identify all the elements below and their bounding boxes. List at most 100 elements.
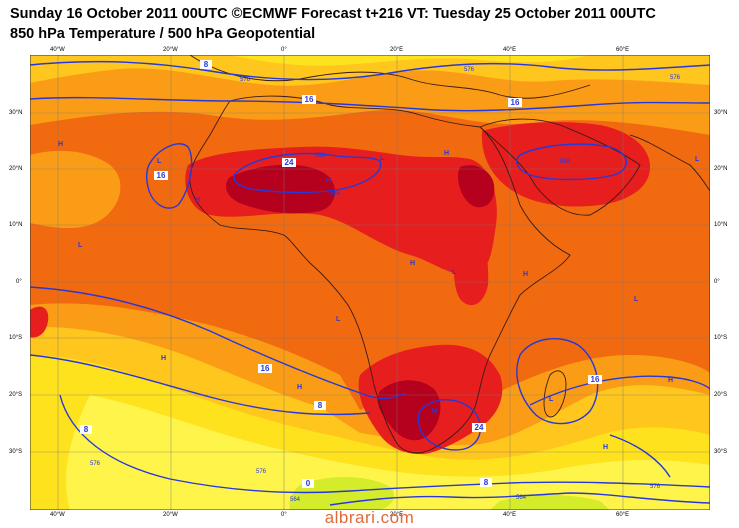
contour-576-north (30, 60, 710, 81)
high-centre-5: H (410, 260, 415, 267)
low-centre-8: L (380, 155, 385, 162)
high-centre-3: H (326, 177, 331, 184)
lon-top-40e: 40°E (503, 47, 517, 53)
contour-564-south (329, 492, 710, 506)
temp-label-10: 24 (475, 423, 484, 432)
temp-band-south-coldgreen-2 (490, 495, 610, 510)
temp-band-sahara-veryhot (225, 164, 335, 214)
lat-right-0: 0° (714, 279, 720, 285)
coast-madagascar (543, 370, 567, 418)
lon-bottom-20e: 20°E (390, 512, 404, 518)
high-centre-4: H (444, 150, 449, 157)
temp-band-south-cold (66, 395, 710, 510)
contour-24-sahara (232, 152, 382, 194)
low-centre-5: L (634, 296, 639, 303)
lon-top-60e: 60°E (616, 47, 630, 53)
lat-right-10n: 10°N (714, 222, 728, 228)
contour-16-east (529, 375, 710, 406)
temp-band-westcoast-hot (30, 306, 49, 338)
lon-bottom-0: 0° (281, 512, 287, 518)
geo-label-5: 588 (330, 191, 341, 197)
pressure-centre-layer: H H H H H H H H H H H L L L L L L L L (58, 141, 700, 451)
temp-band-eastafrica-hot (454, 205, 489, 306)
temp-band-sudan-veryhot (457, 165, 495, 208)
lon-top-40w: 40°W (50, 47, 65, 53)
temp-label-5: 16 (157, 171, 166, 180)
graticule (30, 55, 710, 510)
geo-label-10: 564 (290, 497, 301, 503)
low-centre-2: L (78, 242, 83, 249)
coast-europe (189, 55, 591, 99)
temp-label-9: 16 (591, 375, 600, 384)
lat-left-0: 0° (16, 279, 22, 285)
geo-label-2: 576 (464, 67, 475, 73)
temp-band-arabia-hot (481, 122, 650, 207)
contour-madagascar-ring (516, 338, 599, 425)
temp-label-4: 24 (285, 158, 294, 167)
high-centre-7: H (161, 355, 166, 362)
low-centre-3: L (452, 269, 457, 276)
map-title-line2: 850 hPa Temperature / 500 hPa Geopotenti… (10, 26, 316, 42)
lon-top-20w: 20°W (163, 47, 178, 53)
geo-label-3: 576 (670, 75, 681, 81)
temp-label-1: 8 (204, 60, 209, 69)
lon-bottom-60e: 60°E (616, 512, 630, 518)
temp-label-2: 16 (305, 95, 314, 104)
temp-label-3: 16 (511, 98, 520, 107)
coast-india (629, 134, 710, 192)
lat-left-20n: 20°N (9, 166, 23, 172)
geo-label-11: 564 (516, 495, 527, 501)
lat-right-10s: 10°S (714, 335, 728, 341)
temp-band-atlantic-mild (30, 150, 121, 229)
geo-label-1: 576 (240, 77, 251, 83)
lat-left-30s: 30°S (9, 449, 23, 455)
contour-south-africa-cell (417, 399, 482, 451)
lon-bottom-40e: 40°E (503, 512, 517, 518)
lat-left-10n: 10°N (9, 222, 23, 228)
coast-africa (189, 95, 571, 454)
geo-label-7: 576 (90, 461, 101, 467)
geo-label-6: 588 (560, 159, 571, 165)
lat-left-30n: 30°N (9, 110, 23, 116)
contour-576-south (59, 394, 710, 494)
temp-band-south-coldgreen (289, 476, 395, 510)
contour-588-arabia (516, 143, 627, 181)
geo-label-8: 576 (256, 469, 267, 475)
temp-label-11: 8 (484, 478, 489, 487)
lon-bottom-20w: 20°W (163, 512, 178, 518)
watermark-text: albrari.com (324, 508, 415, 527)
contours (30, 60, 710, 506)
low-centre-1: L (157, 158, 162, 165)
high-centre-6: H (523, 271, 528, 278)
high-centre-11: H (603, 444, 608, 451)
contour-16-south (30, 286, 407, 399)
lat-left-20s: 20°S (9, 392, 23, 398)
temp-label-6: 16 (261, 364, 270, 373)
geo-label-9: 576 (650, 484, 661, 490)
high-centre-10: H (668, 377, 673, 384)
contour-8-east (609, 434, 671, 478)
geo-label-4: 588 (315, 153, 326, 159)
lat-right-20n: 20°N (714, 166, 728, 172)
contour-atlantic-low (145, 143, 193, 209)
map-title-line1: Sunday 16 October 2011 00UTC ©ECMWF Fore… (10, 6, 656, 22)
contour-16-north (30, 96, 710, 112)
temp-label-7: 8 (318, 401, 323, 410)
lon-top-0: 0° (281, 47, 287, 53)
geopotential-label-layer: 576 576 576 588 588 588 576 576 576 564 … (90, 67, 681, 503)
lat-right-30s: 30°S (714, 449, 728, 455)
low-centre-6: L (549, 396, 554, 403)
weather-map: 8 16 16 24 16 16 8 8 (30, 55, 710, 510)
temp-band-north-cooler (230, 55, 590, 66)
coastlines (189, 55, 710, 454)
coast-arabia (479, 118, 641, 216)
contour-label-temp: 8 (200, 60, 212, 69)
lon-top-20e: 20°E (390, 47, 404, 53)
temp-label-12: 0 (306, 479, 311, 488)
contour-label-layer: 8 16 16 24 16 16 8 8 (80, 60, 602, 488)
lon-bottom-40w: 40°W (50, 512, 65, 518)
low-centre-4: L (336, 316, 341, 323)
low-centre-7: L (695, 156, 700, 163)
contour-8-south (30, 354, 371, 416)
